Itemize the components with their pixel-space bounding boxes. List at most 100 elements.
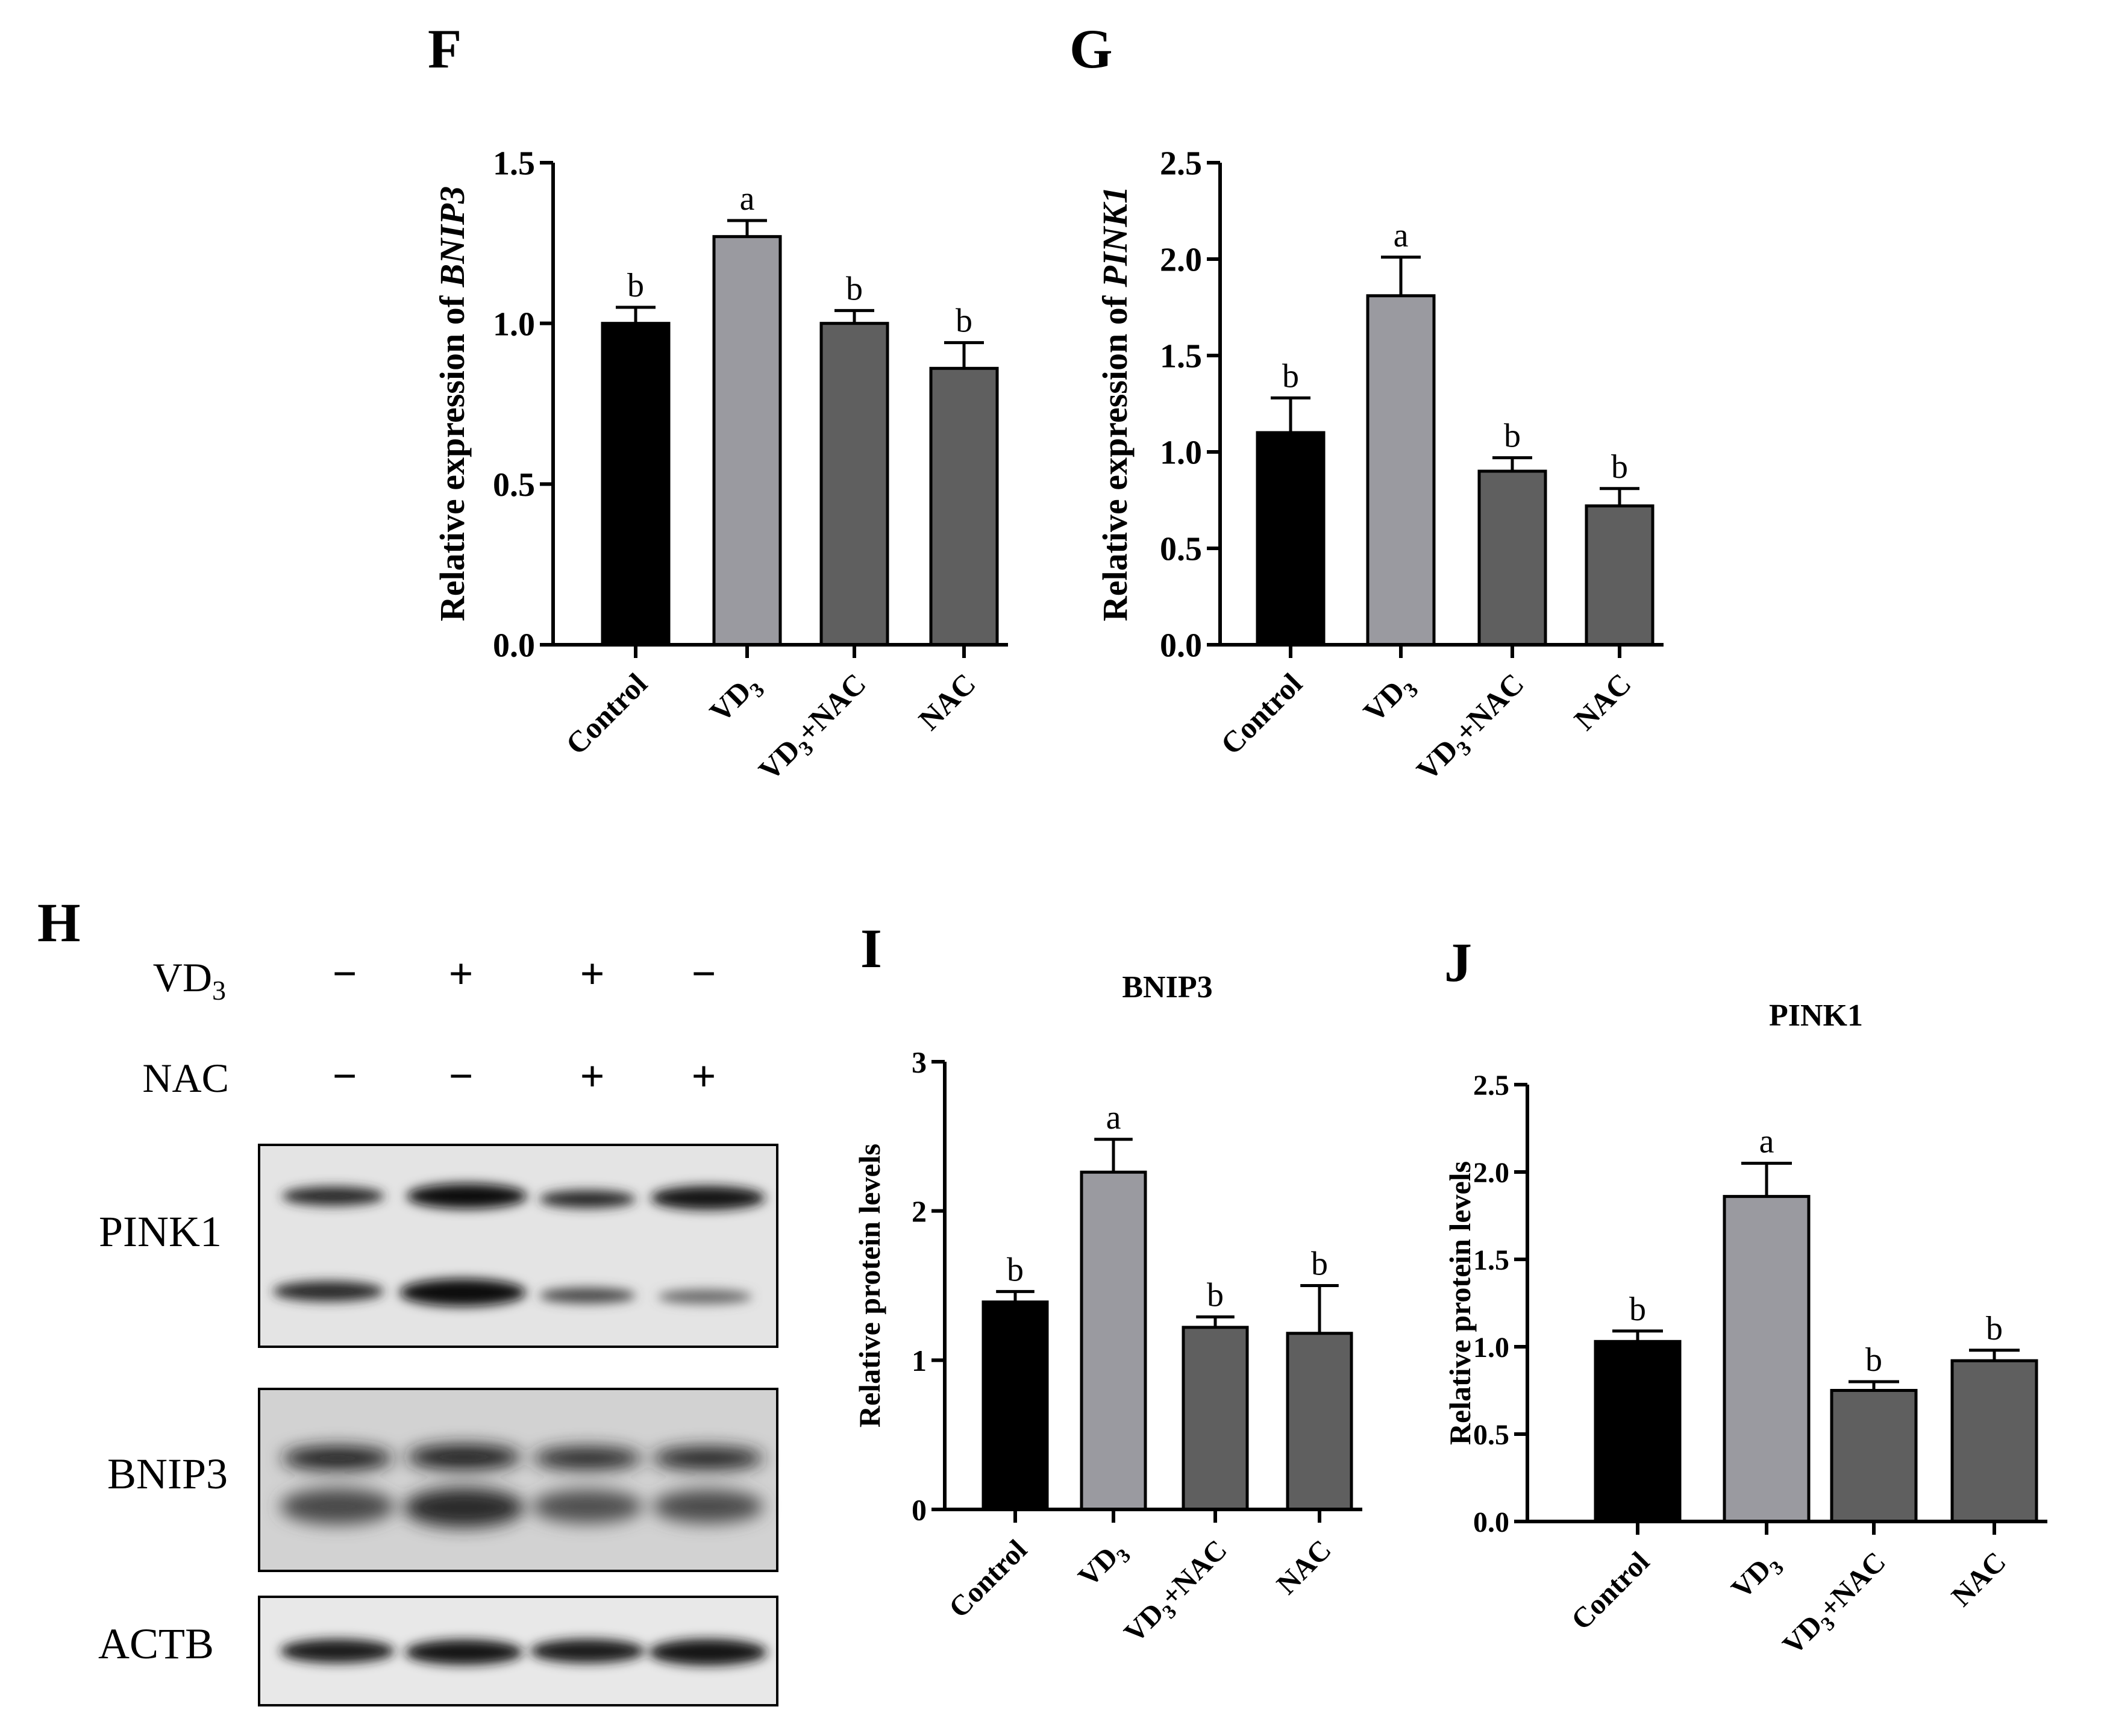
chart-g-sig-letter-4: b [1611,448,1628,486]
chart-i-ytick-label-0: 0 [912,1493,927,1527]
chart-g-category-label-3: VD3+NAC [1410,666,1535,791]
chart-j-bar-4 [1950,1359,2038,1523]
chart-f-bar-2 [712,235,782,647]
blot-row-label-nac: NAC [142,1055,229,1101]
chart-g-sig-letter-3: b [1504,418,1521,455]
chart-j-sig-letter-4: b [1986,1310,2003,1347]
chart-g: Relative expression of PINK1 b a b b 0.0 0.5 1.… [1095,145,1664,791]
blot-image-bnip3 [258,1388,778,1572]
blot-row-label-vd3: VD3 [153,954,226,1006]
chart-j-sig-letter-2: a [1759,1123,1774,1161]
blot-sign-nac-1: − [332,1052,357,1100]
panel-letter-j: J [1444,932,1472,993]
blot-image-pink1 [258,1144,778,1348]
chart-f-ytick-label-1: 0.5 [493,466,535,504]
chart-i-ytick-label-3: 3 [912,1045,927,1079]
chart-j: PINK1 Relative protein levels b a b b 0.0 0.5 1.… [1443,998,2047,1665]
chart-g-ytick-label-1: 0.5 [1160,531,1202,568]
chart-f-sig-letter-2: a [740,180,755,218]
chart-g-category-label-2: VD3 [1357,666,1423,733]
blot-image-actb [258,1596,778,1706]
blot-sign-vd3-1: − [332,950,357,998]
chart-j-ytick-label-1: 0.5 [1473,1419,1509,1451]
chart-j-bar-3 [1830,1389,1918,1523]
chart-j-title: PINK1 [1769,998,1863,1033]
chart-f-bar-4 [929,366,999,647]
panel-letter-g: G [1069,18,1113,80]
chart-g-ytick-label-4: 2.0 [1160,242,1202,279]
chart-j-bar-2 [1723,1195,1811,1523]
chart-i-bar-4 [1286,1332,1353,1511]
chart-i-category-label-4: NAC [1271,1534,1338,1600]
chart-g-ytick-label-0: 0.0 [1160,627,1202,665]
chart-i-title: BNIP3 [1122,970,1212,1004]
chart-f: Relative expression of BNIP3 b a b b 0.0 0.5 1.… [433,145,1008,791]
chart-f-ytick-label-0: 0.0 [493,627,535,665]
chart-i-bar-1 [981,1300,1049,1511]
chart-g-category-label-1: Control [1214,666,1309,761]
chart-j-category-label-4: NAC [1946,1546,2012,1612]
panel-letter-h: H [37,892,81,953]
chart-i-bar-2 [1080,1170,1147,1511]
chart-j-category-label-1: Control [1565,1546,1656,1636]
chart-i-ytick-label-1: 1 [912,1344,927,1377]
chart-g-bar-3 [1477,469,1547,647]
blot-sign-vd3-3: + [580,950,604,998]
chart-f-category-label-2: VD3 [703,666,769,733]
chart-i-ylabel: Relative protein levels [853,1144,886,1427]
chart-f-ylabel: Relative expression of BNIP3 [433,186,472,621]
chart-j-bar-1 [1594,1340,1682,1523]
chart-g-bar-2 [1366,294,1436,647]
blot-sign-vd3-4: − [691,950,716,998]
chart-j-ytick-label-5: 2.5 [1473,1070,1509,1101]
chart-g-sig-letter-2: a [1394,217,1409,254]
chart-j-ytick-label-4: 2.0 [1473,1157,1509,1189]
panel-letter-f: F [428,18,462,80]
chart-f-bar-3 [819,322,889,647]
chart-f-sig-letter-3: b [846,270,863,307]
chart-i: BNIP3 Relative protein levels b a b b 0 1 2 3 Cont… [853,970,1362,1653]
chart-i-sig-letter-2: a [1106,1099,1121,1136]
chart-i-sig-letter-3: b [1207,1277,1224,1314]
chart-i-bar-3 [1182,1326,1249,1511]
blot-sign-nac-3: + [580,1052,604,1100]
chart-g-bar-4 [1585,504,1655,647]
blot-label-actb: ACTB [98,1620,214,1668]
blot-sign-nac-4: + [691,1052,716,1100]
panel-letter-i: I [860,918,882,979]
chart-g-ytick-label-2: 1.0 [1160,434,1202,472]
chart-i-category-label-2: VD3 [1072,1534,1135,1597]
chart-f-ytick-label-3: 1.5 [493,145,535,183]
chart-j-ytick-label-2: 1.0 [1473,1332,1509,1364]
chart-j-category-label-2: VD3 [1725,1546,1788,1609]
blot-sign-nac-2: − [448,1052,473,1100]
blot-sign-vd3-2: + [448,950,473,998]
chart-i-sig-letter-4: b [1311,1246,1328,1283]
blot-label-pink1: PINK1 [99,1208,222,1256]
western-blot: VD3 NAC − + + − − − + + PINK1 BNIP3 [98,950,778,1706]
chart-g-category-label-4: NAC [1568,666,1638,736]
chart-g-sig-letter-1: b [1282,357,1299,395]
chart-i-category-label-1: Control [943,1534,1033,1624]
chart-g-bar-1 [1256,431,1326,647]
chart-g-ylabel: Relative expression of PINK1 [1095,186,1135,621]
chart-f-category-label-4: NAC [912,666,982,736]
chart-j-sig-letter-1: b [1629,1291,1646,1328]
chart-g-ytick-label-5: 2.5 [1160,145,1202,183]
chart-f-ytick-label-2: 1.0 [493,306,535,343]
chart-j-sig-letter-3: b [1865,1341,1882,1379]
blot-label-bnip3: BNIP3 [107,1450,228,1498]
chart-j-ylabel: Relative protein levels [1443,1161,1477,1445]
chart-j-category-label-3: VD3+NAC [1777,1546,1896,1665]
chart-f-category-label-1: Control [559,666,654,761]
chart-f-sig-letter-4: b [956,302,972,340]
chart-i-sig-letter-1: b [1007,1251,1024,1288]
chart-j-ytick-label-0: 0.0 [1473,1506,1509,1538]
chart-i-ytick-label-2: 2 [912,1194,927,1228]
chart-f-category-label-3: VD3+NAC [752,666,877,791]
chart-g-ytick-label-3: 1.5 [1160,338,1202,375]
chart-j-ytick-label-3: 1.5 [1473,1244,1509,1276]
chart-f-sig-letter-1: b [627,267,644,304]
chart-i-category-label-3: VD3+NAC [1118,1534,1238,1653]
